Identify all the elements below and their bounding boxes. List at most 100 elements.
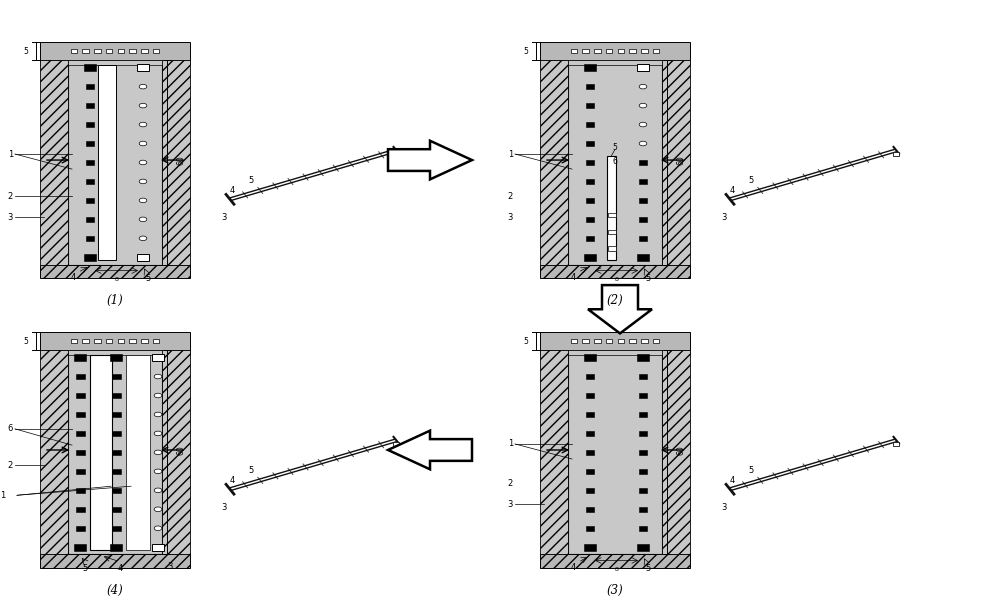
Circle shape xyxy=(139,198,147,203)
Text: 5: 5 xyxy=(248,176,253,185)
Bar xyxy=(40,60,68,265)
Bar xyxy=(98,65,116,260)
Bar xyxy=(639,469,647,474)
Bar xyxy=(86,122,94,127)
Bar xyxy=(586,141,594,146)
Bar xyxy=(571,339,577,343)
Text: 1: 1 xyxy=(508,150,513,158)
Bar xyxy=(653,50,659,53)
Bar xyxy=(118,339,124,343)
Bar xyxy=(86,217,94,222)
Bar xyxy=(608,213,616,217)
Text: 1: 1 xyxy=(0,491,5,500)
Bar xyxy=(586,122,594,127)
Bar xyxy=(106,50,112,53)
Text: 60: 60 xyxy=(676,155,685,165)
Text: 60: 60 xyxy=(177,155,186,165)
Bar xyxy=(571,50,577,53)
Bar xyxy=(40,332,190,350)
Text: 3: 3 xyxy=(721,213,727,222)
Text: 60: 60 xyxy=(676,445,685,455)
Text: 4: 4 xyxy=(70,273,76,282)
Bar xyxy=(586,236,594,241)
Bar xyxy=(584,354,596,361)
Bar xyxy=(112,374,120,379)
Bar xyxy=(74,544,86,551)
Bar xyxy=(618,339,624,343)
Bar xyxy=(629,50,636,53)
Bar xyxy=(71,339,77,343)
Bar xyxy=(112,449,120,455)
Text: 5: 5 xyxy=(24,337,28,345)
Bar xyxy=(639,374,647,379)
Bar xyxy=(606,50,612,53)
Bar xyxy=(618,50,624,53)
Bar xyxy=(639,507,647,512)
Bar xyxy=(540,60,568,265)
Bar xyxy=(82,50,89,53)
Circle shape xyxy=(154,431,162,435)
Bar xyxy=(608,246,616,251)
Text: 5: 5 xyxy=(24,47,28,56)
Circle shape xyxy=(139,122,147,127)
Bar xyxy=(40,350,68,554)
Bar xyxy=(586,103,594,108)
Text: 8: 8 xyxy=(615,277,618,281)
Bar xyxy=(152,354,164,361)
Bar xyxy=(639,526,647,531)
Bar xyxy=(112,525,120,531)
Bar xyxy=(641,50,648,53)
Text: 3: 3 xyxy=(8,213,13,222)
Bar xyxy=(153,50,159,53)
Bar xyxy=(40,60,190,65)
Bar xyxy=(110,544,122,551)
Bar xyxy=(118,50,124,53)
Bar xyxy=(106,339,112,343)
Bar xyxy=(637,544,649,551)
Bar xyxy=(639,217,647,222)
Bar xyxy=(662,350,690,554)
Bar xyxy=(86,141,94,146)
Bar xyxy=(86,179,94,184)
Text: 2: 2 xyxy=(8,461,13,469)
Bar xyxy=(893,442,899,446)
Bar xyxy=(641,339,648,343)
Bar xyxy=(40,554,190,568)
Bar xyxy=(584,544,596,551)
Bar xyxy=(152,544,164,551)
Bar xyxy=(540,350,690,355)
Bar xyxy=(639,450,647,455)
Bar xyxy=(137,254,149,261)
Bar xyxy=(637,254,649,261)
Bar xyxy=(137,64,149,71)
Bar xyxy=(639,179,647,184)
Bar xyxy=(86,236,94,241)
Bar xyxy=(84,64,96,71)
Bar xyxy=(76,525,84,531)
Bar xyxy=(141,50,148,53)
Text: 5: 5 xyxy=(145,274,151,283)
Bar xyxy=(76,469,84,474)
Text: 5: 5 xyxy=(524,47,528,56)
Text: 3: 3 xyxy=(721,503,727,512)
Bar xyxy=(586,450,594,455)
Text: (1): (1) xyxy=(107,294,123,307)
Bar xyxy=(637,354,649,361)
Bar xyxy=(586,84,594,89)
Text: 4: 4 xyxy=(570,563,576,572)
Bar xyxy=(586,412,594,417)
Bar xyxy=(86,103,94,108)
Bar xyxy=(586,217,594,222)
Bar xyxy=(110,354,122,361)
Bar xyxy=(76,431,84,436)
Text: 3: 3 xyxy=(221,503,227,512)
Bar xyxy=(86,84,94,89)
Text: 5: 5 xyxy=(645,274,651,283)
Circle shape xyxy=(139,236,147,240)
Bar xyxy=(893,152,899,156)
Bar xyxy=(71,50,77,53)
Bar xyxy=(584,254,596,261)
Bar xyxy=(86,160,94,165)
Bar xyxy=(74,354,86,361)
Polygon shape xyxy=(588,285,652,333)
